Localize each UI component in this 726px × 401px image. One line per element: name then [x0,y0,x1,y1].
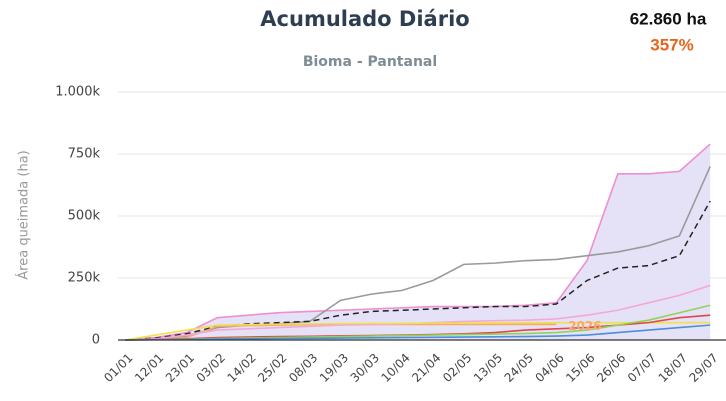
x-tick-label: 02/05 [440,351,474,385]
x-tick-label: 23/01 [163,351,197,385]
x-tick-label: 29/07 [686,351,720,385]
x-tick-label: 25/02 [255,351,289,385]
x-tick-label: 14/02 [224,351,258,385]
series-line [124,321,711,341]
x-tick-label: 10/04 [378,351,412,385]
x-tick-label: 04/06 [532,351,566,385]
y-tick-label: 1.000k [55,85,100,100]
x-tick-label: 18/07 [656,351,690,385]
y-tick-label: 500k [68,209,101,224]
series-line [124,200,711,341]
range-band [125,144,711,340]
x-tick-label: 30/03 [348,351,382,385]
x-tick-label: 01/01 [101,351,135,385]
series-line [124,166,711,341]
x-tick-label: 19/03 [317,351,351,385]
x-tick-label: 08/03 [286,351,320,385]
x-tick-label: 15/06 [563,351,597,385]
x-tick-label: 13/05 [471,351,505,385]
annotation: 2026 [568,319,601,333]
series-line [124,143,711,341]
stat-percent: 357% [650,35,693,54]
series-line [124,324,711,341]
x-tick-label: 12/01 [132,351,166,385]
y-tick-label: 750k [68,147,101,162]
x-tick-label: 07/07 [625,351,659,385]
x-tick-label: 26/06 [594,351,628,385]
y-tick-label: 250k [68,271,101,286]
y-axis-label: Área queimada (ha) [16,150,32,279]
x-tick-label: 21/04 [409,351,443,385]
y-tick-label: 0 [92,333,100,348]
chart-subtitle: Bioma - Pantanal [303,54,437,70]
stat-value: 62.860 ha [630,9,707,28]
chart-title: Acumulado Diário [260,7,469,31]
x-tick-label: 24/05 [502,351,536,385]
x-tick-label: 03/02 [194,351,228,385]
